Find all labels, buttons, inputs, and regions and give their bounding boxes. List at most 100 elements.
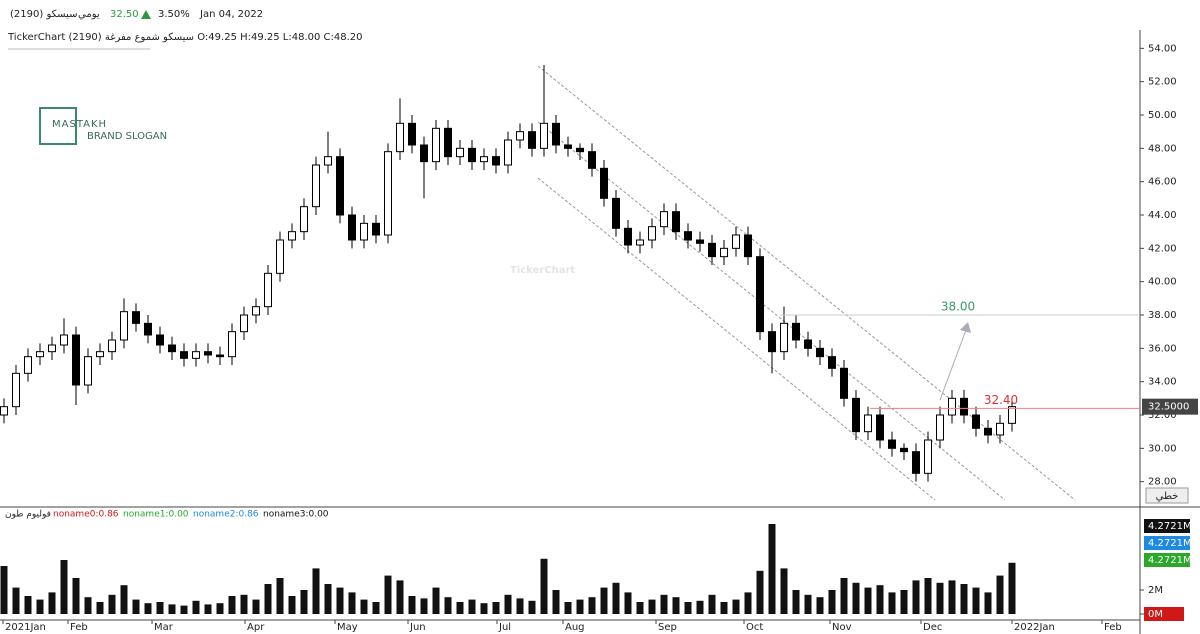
volume-bar xyxy=(840,578,848,614)
annotation-label: 32.40 xyxy=(984,393,1018,407)
volume-bar xyxy=(744,592,752,614)
candle-body xyxy=(660,211,668,228)
volume-bar xyxy=(324,584,332,614)
candle-body xyxy=(372,222,380,236)
volume-bar xyxy=(24,596,32,614)
candle-body xyxy=(696,239,704,244)
candle-body xyxy=(828,356,836,369)
candle-body xyxy=(600,167,608,199)
y-tick-label: 48.00 xyxy=(1148,143,1177,154)
date: Jan 04, 2022 xyxy=(199,9,263,20)
volume-bar xyxy=(732,599,740,614)
candle-body xyxy=(12,372,20,408)
volume-legend: فوليوم طون xyxy=(5,510,51,520)
volume-value-label: 4.2721M xyxy=(1148,521,1192,532)
candle-body xyxy=(168,344,176,353)
candle-body xyxy=(984,427,992,436)
zero-box xyxy=(1144,607,1184,621)
volume-bar xyxy=(564,602,572,614)
volume-bar xyxy=(84,597,92,614)
volume-bar xyxy=(900,590,908,614)
candle-body xyxy=(816,347,824,358)
volume-tick-label: 2M xyxy=(1148,585,1163,596)
candle-body xyxy=(576,147,584,153)
candle-body xyxy=(564,144,572,149)
volume-bar xyxy=(708,594,716,614)
candle-body xyxy=(336,156,344,216)
candle-body xyxy=(300,206,308,233)
volume-bar xyxy=(0,566,8,614)
volume-bar xyxy=(816,597,824,614)
volume-bar xyxy=(420,598,428,614)
volume-bar xyxy=(696,600,704,614)
logo-subtitle: BRAND SLOGAN xyxy=(87,131,167,142)
arrow-head xyxy=(960,322,971,333)
volume-bar xyxy=(108,594,116,614)
volume-bar xyxy=(480,603,488,614)
volume-tick-label: 0M xyxy=(1148,609,1163,620)
subheader: TickerChart سيسكو شموع مفرغة (2190) O:49… xyxy=(7,32,363,43)
candle-body xyxy=(756,256,764,333)
volume-bar xyxy=(552,590,560,614)
volume-value-box xyxy=(1144,553,1190,567)
candle-body xyxy=(648,226,656,241)
y-tick-label: 36.00 xyxy=(1148,343,1177,354)
volume-bar xyxy=(612,582,620,614)
volume-bar xyxy=(996,575,1004,614)
y-tick-label: 40.00 xyxy=(1148,277,1177,288)
x-tick-label: Jul xyxy=(498,622,511,633)
volume-bar xyxy=(828,590,836,614)
candle-body xyxy=(540,122,548,149)
candle-body xyxy=(708,242,716,258)
x-tick-label: Nov xyxy=(832,622,852,633)
volume-legend: noname0:0.86 xyxy=(53,510,119,520)
volume-bar xyxy=(456,602,464,614)
volume-bar xyxy=(132,599,140,614)
candle-body xyxy=(408,122,416,146)
x-tick-label: 2022Jan xyxy=(1014,622,1055,633)
x-tick-label: Mar xyxy=(154,622,174,633)
symbol: سيسكو (2190) xyxy=(10,9,77,20)
candle-body xyxy=(468,147,476,163)
volume-bar xyxy=(516,598,524,614)
candle-body xyxy=(48,344,56,353)
volume-bar xyxy=(48,592,56,614)
candle-body xyxy=(636,239,644,246)
candle-body xyxy=(996,422,1004,436)
volume-bar xyxy=(624,592,632,614)
candle-body xyxy=(936,414,944,441)
y-tick-label: 32.00 xyxy=(1148,410,1177,421)
y-tick-label: 30.00 xyxy=(1148,443,1177,454)
candle-body xyxy=(528,131,536,149)
volume-bar xyxy=(876,585,884,614)
candle-body xyxy=(768,331,776,353)
candle-body xyxy=(552,122,560,146)
candle-body xyxy=(24,356,32,374)
style-box[interactable] xyxy=(1145,487,1189,504)
x-tick-label: Feb xyxy=(1104,622,1122,633)
y-tick-label: 54.00 xyxy=(1148,43,1177,54)
last-price-label: 32.5000 xyxy=(1148,402,1189,413)
candle-body xyxy=(876,414,884,441)
volume-bar xyxy=(576,599,584,614)
volume-bar xyxy=(492,602,500,614)
candle-body xyxy=(228,331,236,358)
candle-body xyxy=(36,351,44,358)
candle-body xyxy=(252,306,260,316)
candle-body xyxy=(204,351,212,356)
logo-frame xyxy=(39,107,77,145)
volume-bar xyxy=(924,578,932,614)
x-tick-label: May xyxy=(337,622,358,633)
volume-bar xyxy=(408,596,416,614)
candle-body xyxy=(456,147,464,158)
candle-body xyxy=(792,322,800,341)
candle-body xyxy=(924,439,932,474)
y-tick-label: 44.00 xyxy=(1148,210,1177,221)
candle-body xyxy=(480,156,488,163)
style-label[interactable]: خطي xyxy=(1156,491,1179,502)
candle-body xyxy=(840,367,848,399)
volume-bar xyxy=(852,582,860,614)
volume-bar xyxy=(156,602,164,614)
volume-bar xyxy=(720,602,728,614)
